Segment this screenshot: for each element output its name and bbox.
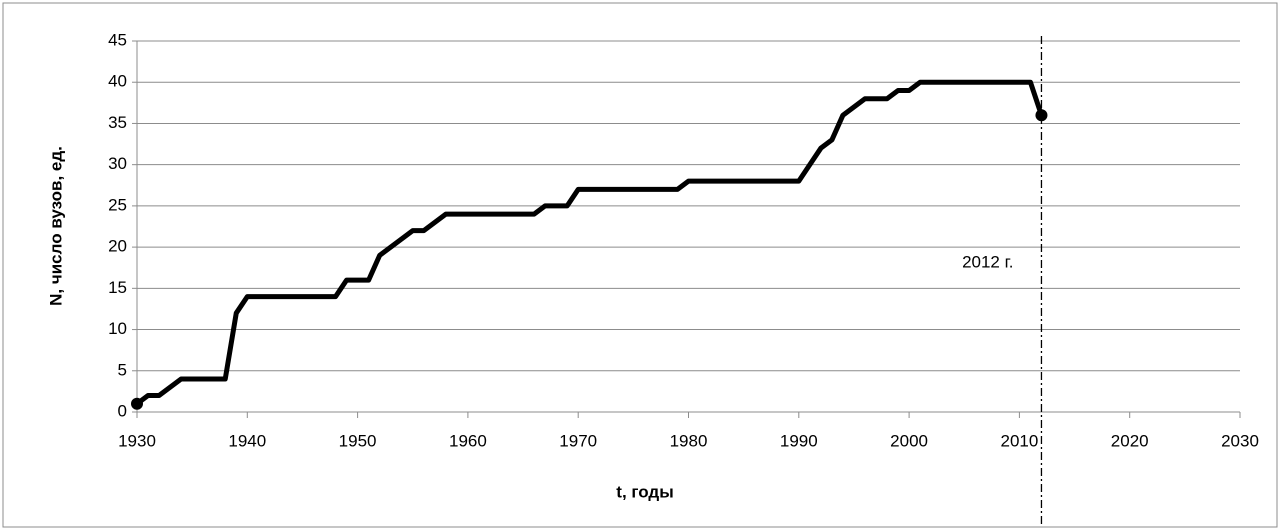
x-tick-label: 1980 (670, 431, 708, 450)
y-tick-label: 0 (118, 401, 127, 420)
x-tick-label: 1950 (339, 431, 377, 450)
y-tick-label: 25 (108, 195, 127, 214)
end-marker (131, 397, 143, 410)
x-tick-label: 1960 (449, 431, 487, 450)
y-tick-label: 10 (108, 319, 127, 338)
y-tick-label: 5 (118, 360, 127, 379)
x-axis-label: t, годы (616, 482, 673, 501)
x-tick-label: 1940 (228, 431, 266, 450)
y-axis-label: N, число вузов, ед. (46, 146, 65, 306)
end-marker (1035, 109, 1048, 122)
y-tick-label: 15 (108, 278, 127, 297)
x-tick-label: 2020 (1111, 431, 1149, 450)
x-tick-label: 2030 (1221, 431, 1259, 450)
x-tick-label: 2010 (1000, 431, 1038, 450)
y-tick-label: 40 (108, 72, 127, 91)
data-line (134, 79, 1044, 407)
y-tick-label: 45 (108, 30, 127, 49)
y-tick-label: 20 (108, 237, 127, 256)
x-tick-label: 2000 (890, 431, 928, 450)
x-tick-label: 1930 (118, 431, 156, 450)
y-tick-label: 30 (108, 154, 127, 173)
x-tick-label: 1970 (559, 431, 597, 450)
annotation-label: 2012 г. (962, 252, 1013, 271)
y-tick-label: 35 (108, 113, 127, 132)
x-tick-label: 1990 (780, 431, 818, 450)
